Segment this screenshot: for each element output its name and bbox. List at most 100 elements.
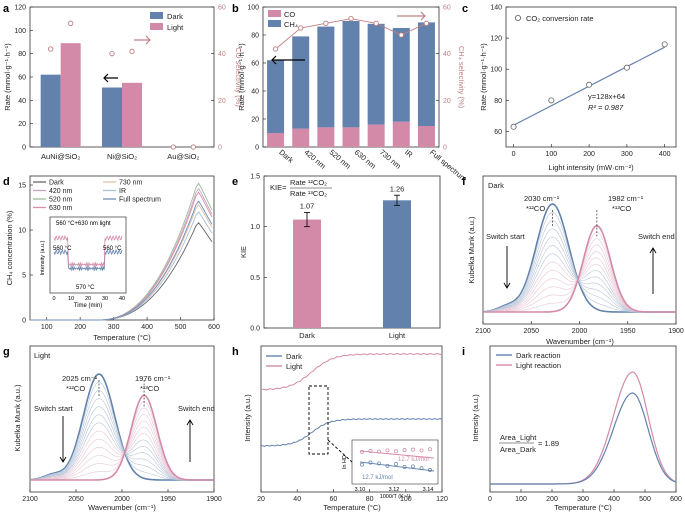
peak2-species-f: *¹³CO — [612, 204, 631, 213]
inset-x-ticks-h: 3.10 3.12 3.14 — [355, 487, 434, 493]
x-categories-a: AuNi@SiO₂ Ni@SiO₂ Au@SiO₂ — [41, 152, 200, 161]
f-spectrum-13 — [483, 224, 676, 313]
c-y-tick-label-1: 80 — [494, 98, 502, 105]
kie-formula-top-e: Rate ¹²CO₂ — [290, 178, 327, 187]
y-label-a: Rate (mmol·g⁻¹·h⁻¹) — [3, 43, 12, 111]
inset-x-tick-4: 40 — [119, 296, 125, 302]
inset-dark-point-2 — [377, 461, 381, 466]
bar-ch4-5 — [392, 28, 410, 122]
legend-text-dark-h: Dark — [286, 352, 302, 361]
category-label-0: Dark — [299, 331, 315, 340]
inset-points-h — [359, 447, 435, 472]
d-x-tick-label-2: 300 — [108, 324, 120, 331]
b-y-tick-label-5: 100 — [247, 5, 259, 12]
legend-text-3: 630 nm — [49, 205, 73, 212]
inset-ea-dark-h: 12.7 kJ/mol — [362, 475, 393, 481]
kie-formula-bottom-e: Rate ¹³CO₂ — [290, 189, 327, 198]
x-label-d: Temperature (°C) — [93, 333, 151, 342]
inset-light-point-6 — [411, 447, 415, 452]
peak1-species-f: *¹²CO — [526, 204, 545, 213]
d-x-tick-label-1: 200 — [74, 324, 86, 331]
panel-label-c: c — [462, 3, 468, 15]
inset-y-label-d: Intensity (a.u.) — [40, 240, 46, 275]
g-spectrum-12 — [30, 401, 214, 481]
arrow-up-g — [186, 419, 194, 462]
switch-end-g: Switch end — [178, 404, 215, 413]
legend-text-dark-i: Dark reaction — [516, 351, 561, 360]
panel-label-f: f — [462, 176, 466, 188]
curve-6 — [30, 200, 213, 321]
arrow-left-a — [103, 73, 118, 83]
d-x-tick-label-0: 100 — [41, 324, 53, 331]
f-x-tick-label-0: 2100 — [475, 328, 491, 335]
legend-text-light-i: Light reaction — [516, 361, 561, 370]
inset-light-point-7 — [419, 448, 424, 453]
arrow-left-b — [271, 55, 305, 65]
peak2-label-g: 1976 cm⁻¹ — [135, 374, 171, 383]
category-label-2: Au@SiO₂ — [167, 152, 199, 161]
co-sel-light-0 — [68, 20, 74, 26]
b-y-tick-label-4: 80 — [251, 33, 259, 40]
peak1-species-g: *¹²CO — [66, 384, 85, 393]
panel-label-e: e — [232, 176, 238, 188]
a-y-tick-label-0: 0 — [22, 145, 26, 152]
peak1-label-f: 2030 cm⁻¹ — [524, 194, 560, 203]
ch4-sel-point-3 — [348, 16, 354, 22]
panel-c: 60 80 100 120 140 0 100 200 300 400 Rate (mmol·g… — [479, 5, 677, 172]
switch-end-f: Switch end — [638, 232, 675, 241]
h-x-tick-label-5: 120 — [436, 496, 448, 503]
b-y2-tick-label-1: 20 — [443, 98, 451, 105]
bars-e: 1.07 Dark 1.26 Light — [293, 184, 411, 340]
arrow-down-g — [59, 416, 67, 463]
y2-label-b: CH₄ selectivity (%) — [457, 46, 466, 109]
inset-dark-point-0 — [360, 462, 364, 467]
value-label-1: 1.26 — [390, 184, 405, 193]
i-x-tick-label-6: 600 — [670, 496, 682, 503]
category-label-6: Full spectrum — [428, 148, 468, 184]
f-x-tick-label-3: 1950 — [620, 328, 636, 335]
inset-x-ticks-d: 0 10 20 30 40 — [52, 296, 125, 302]
b-y-tick-label-2: 40 — [251, 89, 259, 96]
d-y-tick-label-2: 10 — [18, 228, 26, 235]
x-label-h: Temperature (°C) — [323, 503, 381, 512]
category-label-1: Light — [389, 331, 406, 340]
legend-text-light-h: Light — [286, 362, 303, 371]
switch-start-g: Switch start — [34, 404, 74, 413]
bar-dark-0 — [40, 74, 61, 147]
c-y-tick-label-2: 100 — [490, 67, 502, 74]
f-spectrum-3 — [482, 228, 676, 313]
inset-light-fit — [359, 450, 435, 459]
d-y-tick-label-0: 0 — [22, 318, 26, 325]
data-point-4 — [661, 41, 668, 48]
panel-b: 0 20 40 60 80 100 0 20 40 60 Dark 420 nm 520 nm 630… — [237, 5, 468, 184]
panel-i: 0 100 200 300 400 500 600 Intensity (a.u.) Tem… — [471, 345, 682, 512]
a-y-tick-label-6: 120 — [14, 5, 26, 12]
y-label-b: Rate (mmol·g⁻¹·h⁻¹) — [237, 43, 246, 111]
bar-ch4-3 — [342, 21, 360, 128]
c-x-tick-label-1: 100 — [545, 151, 557, 158]
bar-co-6 — [417, 126, 435, 147]
inset-right-label-d: 560 °C — [103, 246, 122, 252]
f-x-tick-label-2: 2000 — [572, 328, 588, 335]
inset-light-point-0 — [360, 450, 364, 454]
legend-text-4: 730 nm — [119, 180, 143, 187]
peak2-species-g: *¹³CO — [140, 384, 159, 393]
legend-text-1: 420 nm — [49, 188, 73, 195]
ch4-sel-point-1 — [298, 25, 304, 31]
inset-x-label-d: Time (min) — [74, 303, 102, 309]
panel-label-h: h — [232, 346, 239, 358]
legend-swatch-ch4-b — [268, 20, 281, 27]
data-point-0 — [510, 123, 517, 130]
b-y2-tick-label-0: 0 — [443, 145, 447, 152]
legend-swatch-dark-a — [150, 12, 163, 19]
legend-marker-c — [515, 14, 522, 21]
axes-frame-d — [29, 175, 215, 321]
bar-ch4-0 — [267, 60, 285, 134]
inset-x-tick-3: 30 — [102, 296, 108, 302]
b-y-tick-label-1: 20 — [251, 117, 259, 124]
x-ticks-g: 2100 2050 2000 1950 1900 — [22, 489, 222, 503]
category-label-2: 520 nm — [328, 148, 353, 171]
h-x-tick-label-4: 100 — [400, 496, 412, 503]
bar-dark — [293, 219, 321, 328]
